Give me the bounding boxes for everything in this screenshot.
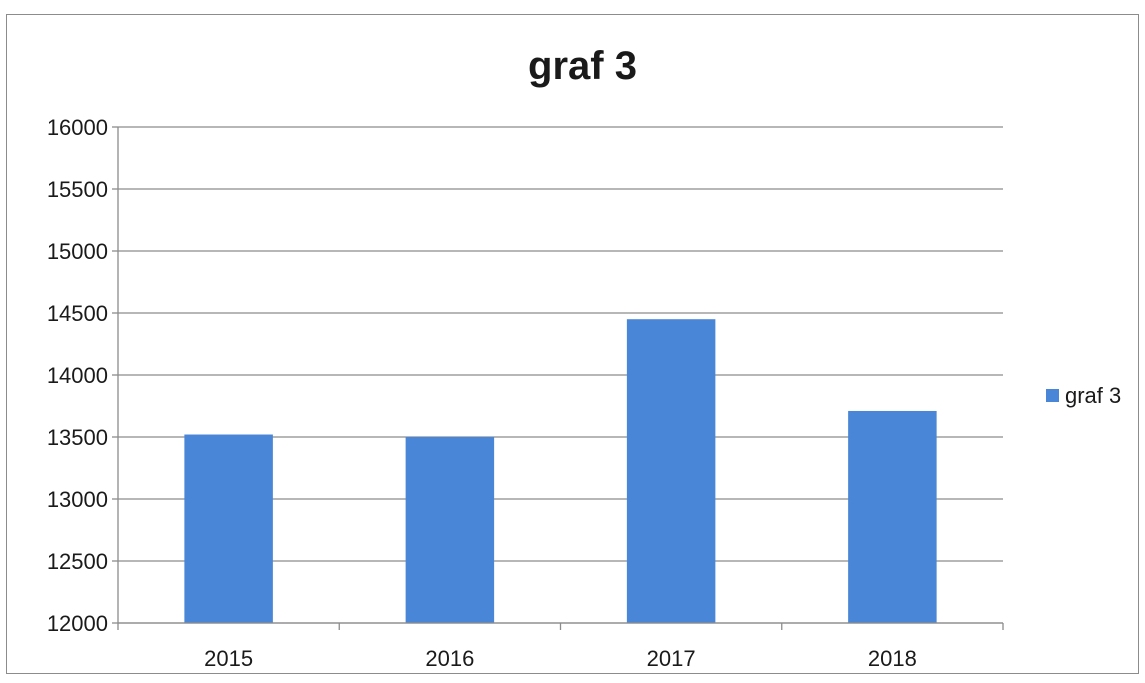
y-tick-label: 15500 [47, 177, 108, 202]
legend-swatch [1046, 389, 1059, 402]
x-tick-label: 2015 [204, 646, 253, 671]
y-tick-label: 13000 [47, 487, 108, 512]
x-tick-labels: 2015 2016 2017 2018 [204, 646, 917, 671]
y-tick-label: 14500 [47, 301, 108, 326]
x-tick-label: 2018 [868, 646, 917, 671]
bar-2015 [184, 434, 273, 623]
y-tick-label: 14000 [47, 363, 108, 388]
y-tick-label: 15000 [47, 239, 108, 264]
bar-2016 [405, 437, 495, 623]
legend-label: graf 3 [1065, 383, 1121, 408]
y-tick-label: 12500 [47, 549, 108, 574]
x-tick-label: 2016 [425, 646, 474, 671]
y-tick-label: 16000 [47, 115, 108, 140]
bar-2018 [848, 410, 937, 623]
y-tick-labels: 12000 12500 13000 13500 14000 14500 15000 15500… [47, 115, 108, 636]
bar-2017 [626, 319, 716, 623]
y-tick-label: 12000 [47, 611, 108, 636]
bars [184, 319, 937, 623]
x-tick-label: 2017 [647, 646, 696, 671]
chart-title: graf 3 [528, 44, 637, 88]
legend: graf 3 [1046, 383, 1121, 408]
axes [112, 126, 1004, 630]
y-tick-label: 13500 [47, 425, 108, 450]
